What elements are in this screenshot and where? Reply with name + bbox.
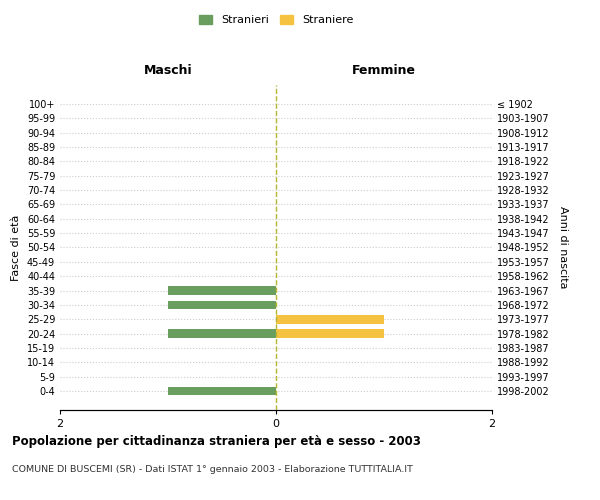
Bar (168, 330, 276, 338)
Text: Maschi: Maschi (143, 64, 193, 78)
Bar (168, 286, 276, 295)
Text: COMUNE DI BUSCEMI (SR) - Dati ISTAT 1° gennaio 2003 - Elaborazione TUTTITALIA.IT: COMUNE DI BUSCEMI (SR) - Dati ISTAT 1° g… (12, 465, 413, 474)
Bar (168, 300, 276, 309)
Bar (276, 330, 384, 338)
Bar (168, 386, 276, 395)
Y-axis label: Anni di nascita: Anni di nascita (558, 206, 568, 288)
Legend: Stranieri, Straniere: Stranieri, Straniere (194, 10, 358, 30)
Text: Popolazione per cittadinanza straniera per età e sesso - 2003: Popolazione per cittadinanza straniera p… (12, 435, 421, 448)
Y-axis label: Fasce di età: Fasce di età (11, 214, 21, 280)
Text: Femmine: Femmine (352, 64, 416, 78)
Bar (276, 315, 384, 324)
